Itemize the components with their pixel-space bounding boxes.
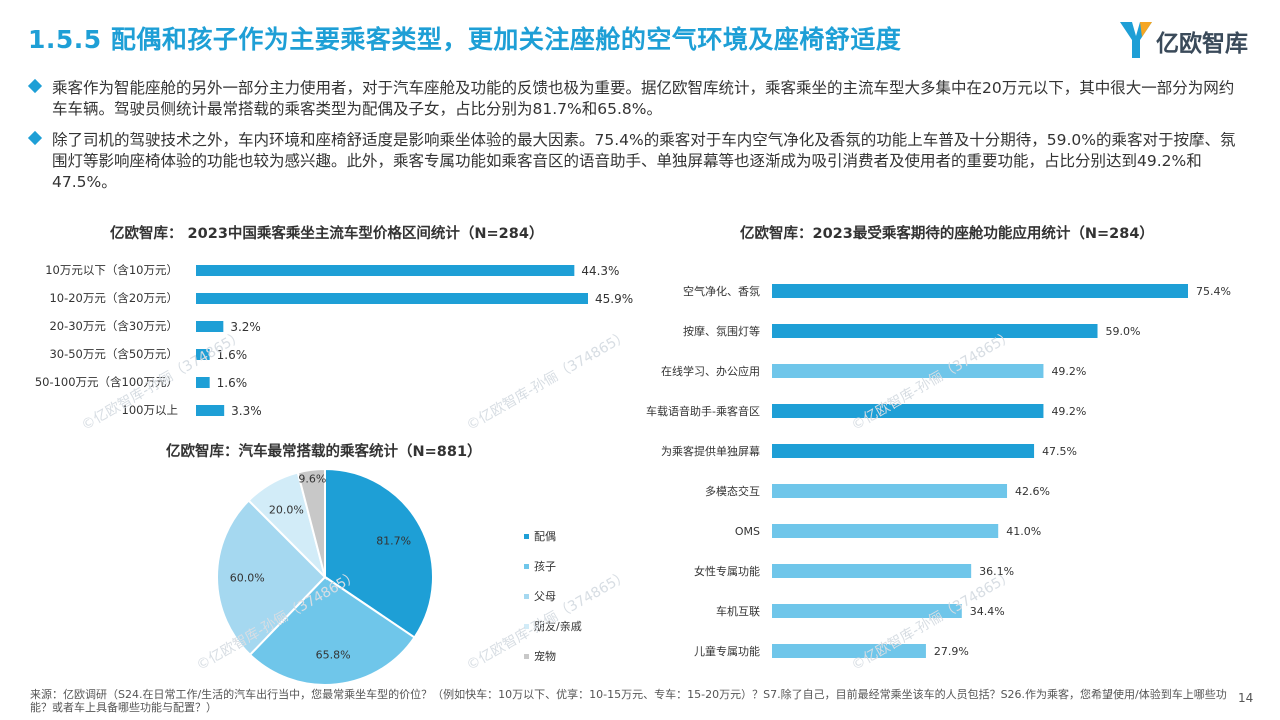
bar [772, 484, 1008, 498]
category-label: 女性专属功能 [694, 564, 760, 578]
source-note: 来源：亿欧调研（S24.在日常工作/生活的汽车出行当中，您最常乘坐车型的价位？（… [30, 688, 1227, 714]
diamond-bullet-icon [27, 78, 43, 94]
value-label: 49.2% [1051, 405, 1086, 418]
bar [196, 321, 224, 332]
legend-swatch [524, 624, 529, 629]
category-label: 50-100万元（含100万元） [35, 375, 178, 389]
legend-label: 配偶 [534, 530, 556, 543]
value-label: 41.0% [1006, 525, 1041, 538]
value-label: 45.9% [595, 292, 633, 306]
pie-slice [248, 575, 416, 686]
slice-label: 81.7% [376, 535, 411, 548]
pie-slice [296, 467, 326, 578]
pie-slice [324, 467, 434, 639]
cabin-function-bar-chart: 空气净化、香氛 75.4% 按摩、氛围灯等 59.0% 在线学习、办公应用 49.2% 车载… [646, 284, 1231, 658]
bar [772, 564, 972, 578]
price-range-bar-chart: 10万元以下（含10万元） 44.3% 10-20万元（含20万元） 45.9% 20-… [35, 263, 633, 418]
value-label: 1.6% [217, 376, 248, 390]
bar [772, 644, 926, 658]
logo-text: 亿欧智库 [1156, 31, 1248, 57]
slice-label: 60.0% [230, 572, 265, 585]
bar [772, 324, 1098, 338]
category-label: 10-20万元（含20万元） [49, 291, 178, 305]
value-label: 49.2% [1051, 365, 1086, 378]
bar [772, 284, 1188, 298]
bar [196, 405, 225, 416]
page-number: 14 [1238, 691, 1254, 705]
value-label: 47.5% [1042, 445, 1077, 458]
value-label: 44.3% [581, 264, 619, 278]
value-label: 34.4% [970, 605, 1005, 618]
category-label: 车机互联 [716, 604, 760, 618]
brand-logo: 亿欧智库 [1118, 18, 1268, 62]
logo-icon [1120, 22, 1152, 58]
value-label: 3.3% [231, 404, 262, 418]
pie-slice [216, 499, 327, 657]
value-label: 42.6% [1015, 485, 1050, 498]
category-label: 空气净化、香氛 [683, 284, 760, 298]
category-label: 10万元以下（含10万元） [45, 263, 178, 277]
chart-title-cabin-functions: 亿欧智库：2023最受乘客期待的座舱功能应用统计（N=284） [740, 226, 1154, 242]
paragraph-2: 除了司机的驾驶技术之外，车内环境和座椅舒适度是影响乘坐体验的最大因素。75.4%… [27, 130, 1246, 193]
value-label: 36.1% [979, 565, 1014, 578]
category-label: 多模态交互 [705, 484, 760, 498]
slice-label: 9.6% [298, 472, 326, 485]
value-label: 3.2% [230, 320, 261, 334]
chart-title-price-range: 亿欧智库： 2023中国乘客乘坐主流车型价格区间统计（N=284） [110, 226, 544, 242]
paragraph-text: 乘客作为智能座舱的另外一部分主力使用者，对于汽车座舱及功能的反馈也极为重要。据亿… [52, 79, 1235, 118]
category-label: 100万以上 [122, 403, 178, 417]
legend-label: 父母 [534, 590, 556, 603]
value-label: 59.0% [1106, 325, 1141, 338]
slice-label: 20.0% [269, 503, 304, 516]
bar [772, 364, 1044, 378]
chart-title-passenger-types: 亿欧智库：汽车最常搭载的乘客统计（N=881） [166, 444, 482, 460]
legend-label: 朋友/亲戚 [534, 619, 582, 633]
value-label: 1.6% [217, 348, 248, 362]
bar [196, 293, 588, 304]
legend-swatch [524, 534, 529, 539]
category-label: 30-50万元（含50万元） [49, 347, 178, 361]
category-label: 儿童专属功能 [694, 644, 760, 658]
bar [196, 377, 210, 388]
page-title: 1.5.5 配偶和孩子作为主要乘客类型，更加关注座舱的空气环境及座椅舒适度 [28, 25, 902, 54]
category-label: 按摩、氛围灯等 [683, 324, 760, 338]
category-label: 为乘客提供单独屏幕 [661, 444, 760, 458]
slice-label: 65.8% [316, 648, 351, 661]
legend-label: 孩子 [534, 560, 556, 573]
legend-swatch [524, 594, 529, 599]
paragraph-1: 乘客作为智能座舱的另外一部分主力使用者，对于汽车座舱及功能的反馈也极为重要。据亿… [27, 78, 1246, 120]
legend-swatch [524, 654, 529, 659]
category-label: 在线学习、办公应用 [661, 364, 760, 378]
bar [772, 404, 1044, 418]
category-label: 20-30万元（含30万元） [49, 319, 178, 333]
bar [196, 265, 575, 276]
category-label: OMS [735, 525, 760, 538]
category-label: 车载语音助手-乘客音区 [646, 404, 760, 418]
bar [772, 604, 962, 618]
legend-label: 宠物 [534, 649, 556, 663]
bar [772, 444, 1035, 458]
legend-swatch [524, 564, 529, 569]
value-label: 27.9% [934, 645, 969, 658]
bar [772, 524, 999, 538]
value-label: 75.4% [1196, 285, 1231, 298]
paragraph-text: 除了司机的驾驶技术之外，车内环境和座椅舒适度是影响乘坐体验的最大因素。75.4%… [52, 131, 1236, 191]
bar [196, 349, 210, 360]
diamond-bullet-icon [27, 130, 43, 146]
